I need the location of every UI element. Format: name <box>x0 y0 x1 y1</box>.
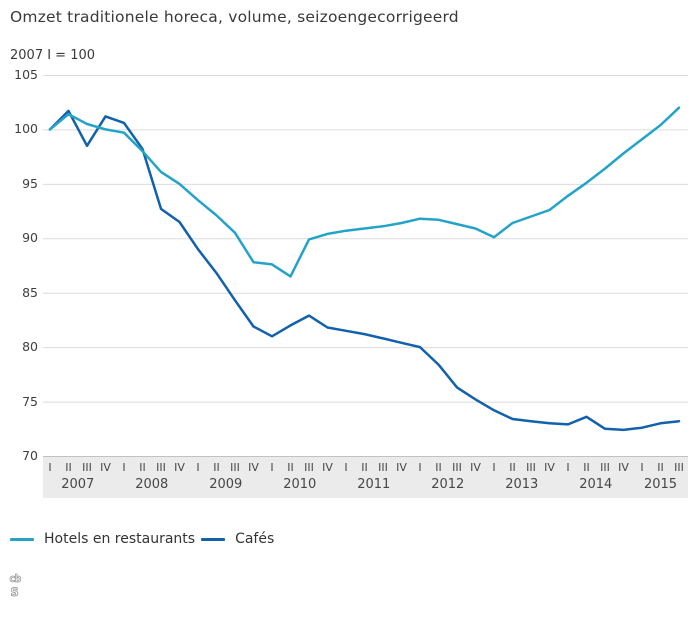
legend-item-cafes: Cafés <box>201 531 274 547</box>
x-axis-quarter-label: II <box>657 461 664 474</box>
svg-text:s: s <box>10 582 19 598</box>
x-axis-quarter-label: II <box>509 461 516 474</box>
x-axis-quarter-label: IV <box>100 461 111 474</box>
page-title: Omzet traditionele horeca, volume, seizo… <box>10 8 459 26</box>
legend-label: Cafés <box>235 531 275 547</box>
x-axis-quarter-label: I <box>344 461 348 474</box>
x-axis-year-label: 2015 <box>643 477 678 492</box>
x-axis-quarter-label: II <box>287 461 294 474</box>
x-axis-quarter-label: III <box>230 461 240 474</box>
x-axis-year-label: 2013 <box>505 477 539 492</box>
x-axis-quarter-label: IV <box>544 461 555 474</box>
x-axis-quarter-label: I <box>270 461 274 474</box>
unit-label: 2007 I = 100 <box>10 48 96 63</box>
y-axis-tick-label: 80 <box>22 339 38 355</box>
x-axis-quarter-label: IV <box>248 461 259 474</box>
plot-area <box>43 75 688 457</box>
x-axis-quarter-label: III <box>304 461 314 474</box>
x-axis-quarter-label: III <box>378 461 388 474</box>
y-axis-tick-label: 95 <box>22 175 38 191</box>
x-axis-quarter-label: I <box>196 461 200 474</box>
x-axis-quarter-label: IV <box>396 461 407 474</box>
x-axis-quarter-label: I <box>640 461 644 474</box>
x-axis-year-label: 2011 <box>357 477 391 492</box>
x-axis-quarter-label: I <box>48 461 52 474</box>
series-line-caf-s <box>48 109 681 432</box>
x-axis-quarter-label: II <box>213 461 220 474</box>
x-axis-quarter-label: III <box>452 461 462 474</box>
x-axis-year-label: 2014 <box>579 477 613 492</box>
y-axis-tick-label: 70 <box>22 448 38 463</box>
legend-swatch-hotels-icon <box>10 537 34 541</box>
x-axis-quarter-label: III <box>156 461 166 474</box>
x-axis-quarter-label: II <box>435 461 442 474</box>
legend-item-hotels-en-restaurants: Hotels en restaurants <box>10 531 195 547</box>
y-axis-tick-label: 85 <box>22 284 38 300</box>
x-axis-quarter-label: III <box>600 461 610 474</box>
x-axis-quarter-label: IV <box>174 461 185 474</box>
x-axis-quarter-label: IV <box>618 461 629 474</box>
y-axis-tick-label: 90 <box>22 230 38 246</box>
x-axis-band <box>43 457 688 498</box>
x-axis-year-label: 2008 <box>135 477 169 492</box>
y-axis-tick-label: 100 <box>14 121 38 137</box>
x-axis-year-label: 2012 <box>431 477 465 492</box>
legend-label: Hotels en restaurants <box>44 531 196 547</box>
x-axis-quarter-label: II <box>361 461 368 474</box>
x-axis-quarter-label: III <box>526 461 536 474</box>
y-axis-tick-label: 105 <box>14 67 38 82</box>
x-axis-quarter-label: IV <box>470 461 481 474</box>
x-axis-quarter-label: III <box>674 461 684 474</box>
x-axis-quarter-label: III <box>82 461 92 474</box>
x-axis-quarter-label: I <box>122 461 126 474</box>
y-axis-tick-label: 75 <box>22 393 38 409</box>
x-axis-quarter-label: II <box>583 461 590 474</box>
legend-swatch-cafes-icon <box>201 537 226 541</box>
x-axis-quarter-label: II <box>65 461 72 474</box>
cbs-logo-icon: cb s <box>9 572 23 598</box>
series-line-hotels-en-restaurants <box>48 106 681 278</box>
x-axis-quarter-label: I <box>492 461 496 474</box>
legend: Hotels en restaurants Cafés <box>10 531 274 547</box>
x-axis-quarter-label: II <box>139 461 146 474</box>
x-axis-year-label: 2009 <box>209 477 243 492</box>
x-axis-quarter-label: I <box>418 461 422 474</box>
x-axis-quarter-label: IV <box>322 461 333 474</box>
x-axis-year-label: 2010 <box>283 477 317 492</box>
x-axis-year-label: 2007 <box>61 477 95 492</box>
svg-text:cb: cb <box>9 572 22 585</box>
x-axis-quarter-label: I <box>566 461 570 474</box>
